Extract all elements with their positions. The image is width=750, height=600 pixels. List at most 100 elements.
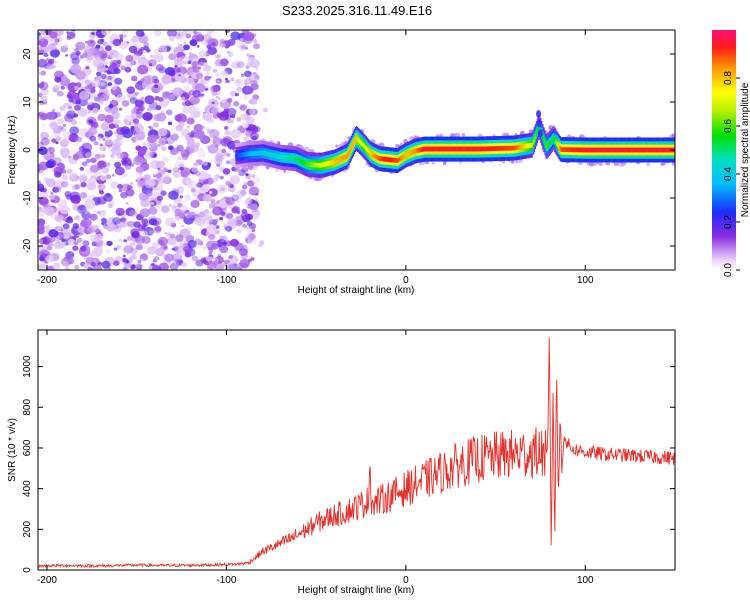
ridge-cell xyxy=(459,146,461,152)
noise-blob xyxy=(190,199,200,209)
ridge-cell xyxy=(409,150,412,156)
ridge-cell xyxy=(503,145,505,151)
ridge-cell xyxy=(254,151,257,156)
noise-blob xyxy=(107,203,113,209)
noise-blob xyxy=(168,190,179,200)
noise-blob xyxy=(86,54,94,61)
ridge-cell xyxy=(423,146,426,152)
noise-blob xyxy=(103,193,113,202)
noise-blob xyxy=(190,188,196,193)
ridge-cell xyxy=(655,147,657,153)
noise-blob xyxy=(99,143,103,147)
noise-blob xyxy=(77,108,88,117)
noise-blob xyxy=(229,175,240,185)
noise-blob xyxy=(60,138,70,146)
noise-blob xyxy=(180,96,186,101)
noise-blob xyxy=(60,85,65,90)
noise-blob xyxy=(176,144,184,152)
halo-blob xyxy=(671,133,675,138)
noise-blob xyxy=(137,57,149,67)
ridge-cell xyxy=(378,156,380,161)
ridge-cell xyxy=(618,147,620,153)
noise-blob xyxy=(246,204,251,209)
noise-blob xyxy=(236,211,241,214)
noise-blob xyxy=(191,255,199,262)
noise-blob xyxy=(80,218,92,228)
noise-blob xyxy=(251,229,256,233)
ridge-cell xyxy=(239,152,241,158)
noise-blob xyxy=(243,70,252,78)
noise-blob xyxy=(120,218,126,223)
ridge-cell xyxy=(522,144,525,149)
noise-blob xyxy=(52,108,56,112)
noise-blob xyxy=(94,96,100,102)
noise-blob xyxy=(164,253,174,262)
ridge-cell xyxy=(467,146,470,152)
ridge-cell xyxy=(466,146,469,152)
noise-blob xyxy=(97,136,102,141)
noise-blob xyxy=(48,229,59,238)
y-tick-label: 800 xyxy=(22,399,33,416)
noise-blob xyxy=(202,62,208,67)
ridge-cell xyxy=(579,147,582,153)
spectrogram-area xyxy=(38,30,675,270)
noise-blob xyxy=(54,186,62,193)
noise-blob xyxy=(212,206,223,216)
ridge-cell xyxy=(416,148,418,154)
ridge-cell xyxy=(593,147,596,153)
ridge-cell xyxy=(641,147,643,153)
noise-blob xyxy=(90,88,96,93)
noise-blob xyxy=(57,125,64,131)
ridge-cell xyxy=(590,147,592,153)
noise-blob xyxy=(240,44,246,50)
ridge-cell xyxy=(625,147,627,153)
ridge-cell xyxy=(444,146,446,152)
noise-blob xyxy=(87,226,96,234)
noise-blob xyxy=(80,245,87,252)
noise-blob xyxy=(252,39,258,44)
noise-blob xyxy=(134,131,146,141)
noise-blob xyxy=(106,240,113,247)
ridge-cell xyxy=(255,150,258,156)
noise-blob xyxy=(178,185,183,190)
ridge-cell xyxy=(494,146,497,151)
noise-blob xyxy=(161,205,170,213)
noise-blob xyxy=(195,183,200,188)
noise-blob xyxy=(194,238,201,244)
noise-blob xyxy=(143,245,149,250)
noise-blob xyxy=(227,218,237,227)
ridge-cell xyxy=(363,143,365,149)
ridge-cell xyxy=(362,142,364,148)
noise-blob xyxy=(212,177,219,183)
ridge-cell xyxy=(493,146,496,151)
noise-blob xyxy=(245,213,253,221)
ridge-cell xyxy=(481,146,484,152)
noise-blob xyxy=(189,39,198,47)
noise-blob xyxy=(228,255,233,259)
noise-blob xyxy=(146,107,152,112)
spike-blob xyxy=(537,119,542,128)
noise-blob xyxy=(123,119,129,124)
noise-blob xyxy=(129,241,136,247)
noise-blob xyxy=(46,245,53,251)
noise-blob xyxy=(126,235,133,241)
ridge-cell xyxy=(621,147,624,153)
noise-blob xyxy=(210,107,219,115)
ridge-cell xyxy=(588,147,590,153)
noise-blob xyxy=(90,157,97,164)
ridge-cell xyxy=(525,143,527,149)
ridge-cell xyxy=(452,146,455,152)
ridge-cell xyxy=(628,147,630,153)
ridge-cell xyxy=(508,145,511,151)
noise-blob xyxy=(224,130,231,136)
ridge-cell xyxy=(419,147,421,153)
ridge-cell xyxy=(511,145,513,151)
ridge-cell xyxy=(638,147,640,153)
ridge-cell xyxy=(438,146,441,152)
noise-blob xyxy=(252,214,259,220)
noise-blob xyxy=(90,40,94,44)
ridge-cell xyxy=(515,145,517,151)
colorbar-gradient xyxy=(712,30,736,270)
ridge-cell xyxy=(464,146,466,152)
noise-blob xyxy=(224,152,230,157)
